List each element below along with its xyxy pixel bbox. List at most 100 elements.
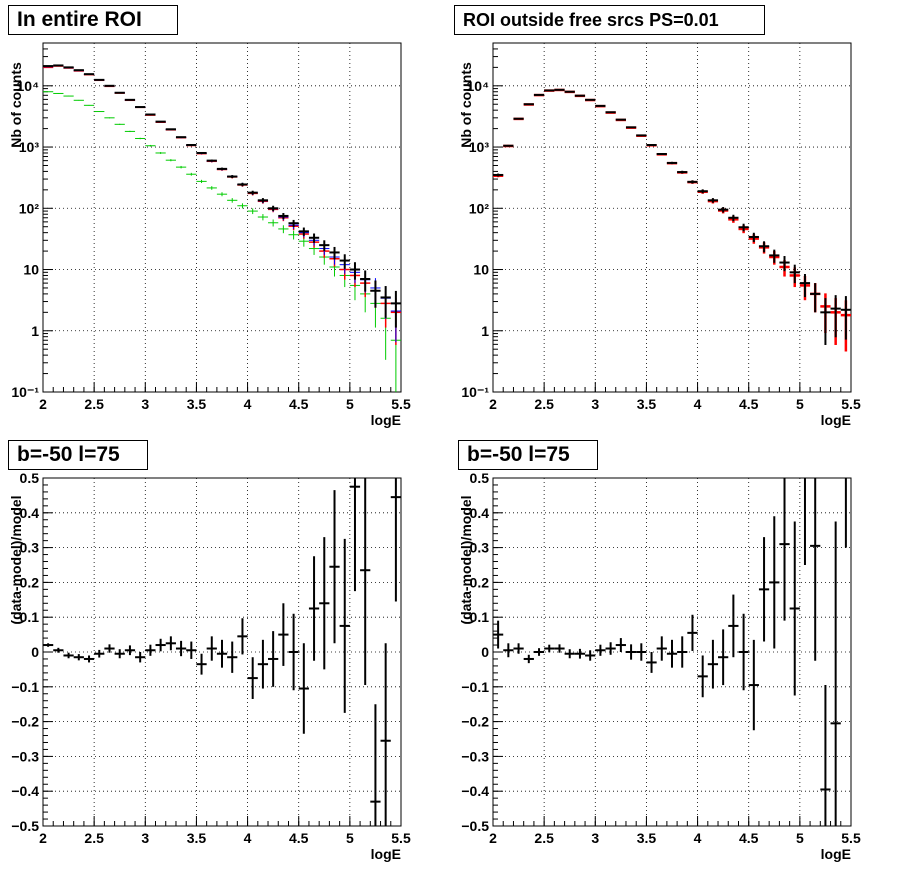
- x-tick-label: 3.5: [187, 396, 207, 412]
- data-point: [227, 175, 238, 179]
- plot-frame: [42, 42, 402, 393]
- data-point: [63, 95, 74, 97]
- data-point: [544, 89, 555, 92]
- data-point: [216, 167, 228, 171]
- data-point: [165, 636, 176, 651]
- data-point: [308, 233, 320, 243]
- y-tick-label: 10²: [19, 200, 40, 216]
- panel-title-outside-free-srcs: ROI outside free srcs PS=0.01: [454, 5, 765, 35]
- y-tick-label: 10: [23, 262, 39, 278]
- data-point: [697, 189, 708, 194]
- data-point: [145, 144, 156, 147]
- data-point: [206, 636, 217, 661]
- data-point: [493, 173, 504, 177]
- data-point: [789, 521, 800, 696]
- data-point: [697, 655, 708, 698]
- x-tick-label: 5.5: [841, 396, 861, 412]
- data-point: [656, 152, 667, 155]
- x-tick-label: 4: [244, 830, 252, 846]
- y-tick-label: −0.3: [461, 748, 489, 764]
- data-point: [329, 246, 340, 260]
- data-point: [114, 91, 125, 94]
- y-tick-label: 0: [31, 644, 39, 660]
- data-point: [574, 648, 586, 659]
- data-point: [237, 182, 248, 187]
- data-point: [288, 230, 299, 240]
- data-point: [707, 198, 719, 203]
- data-point: [124, 98, 136, 101]
- data-point: [308, 556, 320, 661]
- panel-4: 2 2.5 3 3.5 4 4.5 5 5.5 −0.5 −0.4 −0.3 −0.2 −0.1 0 0.1…: [458, 470, 861, 862]
- data-point: [349, 478, 361, 592]
- data-point: [268, 205, 279, 212]
- x-tick-label: 5.5: [391, 830, 411, 846]
- y-tick-label: 10⁻¹: [11, 384, 39, 400]
- y-tick-label: 0.4: [470, 505, 490, 521]
- data-point: [94, 111, 105, 113]
- y-tick-label: −0.5: [461, 818, 489, 834]
- data-point: [574, 94, 586, 97]
- data-point: [175, 640, 187, 657]
- data-point: [595, 104, 606, 107]
- data-point: [83, 104, 95, 106]
- data-point: [278, 213, 289, 220]
- x-tick-label: 5: [346, 396, 354, 412]
- data-point: [636, 643, 647, 661]
- data-point: [73, 654, 84, 661]
- data-point: [360, 270, 371, 292]
- data-point: [135, 106, 146, 109]
- data-point: [298, 227, 309, 236]
- data-point: [625, 126, 637, 129]
- data-point: [227, 198, 238, 203]
- data-point: [718, 207, 729, 213]
- data-point: [564, 90, 575, 93]
- data-point: [666, 161, 678, 165]
- data-point: [319, 240, 330, 252]
- y-tick-label: 0.4: [20, 505, 40, 521]
- y-tick-label: 10⁻¹: [461, 384, 489, 400]
- data-point: [247, 208, 258, 215]
- y-axis-label: Nb of counts: [458, 62, 474, 148]
- data-point: [666, 639, 678, 668]
- data-point: [288, 219, 299, 228]
- x-tick-label: 3.5: [187, 830, 207, 846]
- x-axis-label: logE: [821, 412, 851, 428]
- data-point: [165, 159, 176, 162]
- data-point: [503, 643, 514, 658]
- x-tick-label: 5: [796, 830, 804, 846]
- x-tick-label: 4.5: [739, 830, 759, 846]
- data-point: [339, 254, 350, 269]
- y-tick-label: −0.3: [11, 748, 39, 764]
- y-tick-label: 1: [481, 323, 489, 339]
- data-point: [175, 136, 187, 139]
- y-tick-label: 0.1: [20, 609, 40, 625]
- data-point: [43, 643, 54, 647]
- y-tick-label: 10⁴: [17, 78, 40, 94]
- data-point: [544, 644, 555, 653]
- data-point: [840, 296, 851, 340]
- data-point: [636, 134, 647, 137]
- x-tick-label: 2.5: [534, 396, 554, 412]
- y-tick-label: 10²: [469, 200, 490, 216]
- data-point: [257, 639, 269, 689]
- data-point: [523, 103, 534, 106]
- data-point: [748, 639, 759, 731]
- data-point: [257, 214, 269, 221]
- data-point: [830, 521, 841, 826]
- x-tick-label: 2: [489, 830, 497, 846]
- y-tick-label: 10³: [19, 139, 40, 155]
- x-tick-label: 2: [489, 396, 497, 412]
- y-axis-label: (data-model)/model: [458, 495, 474, 624]
- panel-title-residual-right: b=-50 l=75: [458, 440, 598, 470]
- data-point: [554, 644, 565, 653]
- data-point: [687, 614, 698, 651]
- data-point: [687, 180, 698, 184]
- data-point: [53, 92, 64, 94]
- data-point: [237, 618, 248, 655]
- data-point: [830, 295, 841, 338]
- data-point: [73, 99, 84, 101]
- data-point: [370, 704, 381, 826]
- y-tick-label: 0.1: [470, 609, 490, 625]
- x-tick-label: 4: [694, 396, 702, 412]
